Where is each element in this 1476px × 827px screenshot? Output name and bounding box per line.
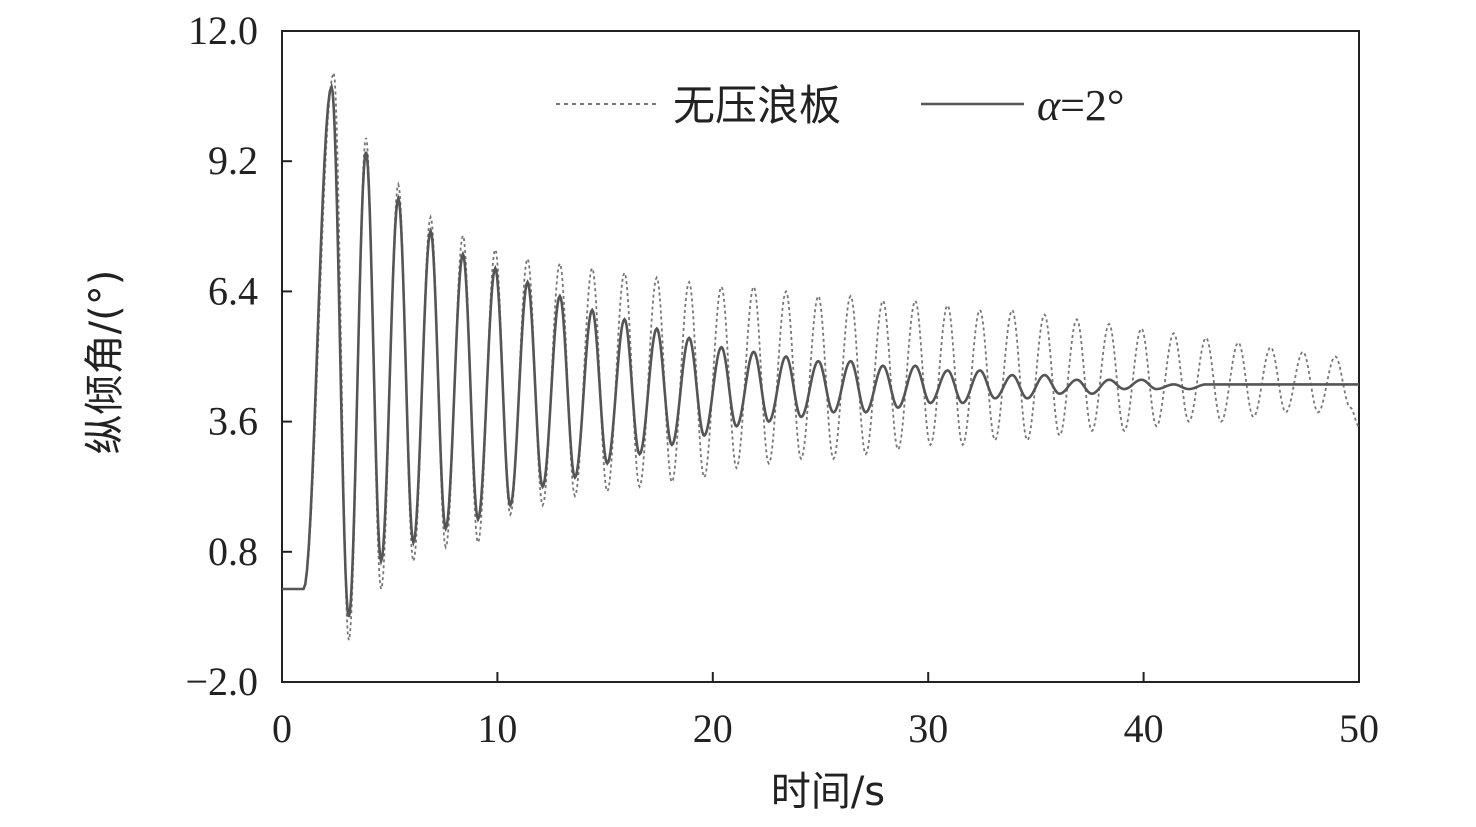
y-tick-label: −2.0 — [185, 659, 258, 704]
y-tick-label: 6.4 — [208, 268, 258, 313]
series-line-alpha-2 — [282, 82, 1359, 618]
x-tick-label: 20 — [693, 706, 733, 751]
y-tick-label: 12.0 — [188, 8, 258, 53]
y-tick-label: 3.6 — [208, 399, 258, 444]
y-axis-title: 纵倾角/(°) — [82, 270, 128, 455]
legend: 无压浪板 α=2° — [556, 81, 1125, 130]
legend-label-no-plate: 无压浪板 — [673, 81, 841, 130]
x-axis-title: 时间/s — [771, 769, 885, 815]
legend-alpha-value: =2° — [1060, 81, 1124, 130]
legend-alpha-symbol: α — [1037, 81, 1061, 130]
x-tick-label: 10 — [477, 706, 517, 751]
y-tick-label: 0.8 — [208, 529, 258, 574]
legend-label-alpha: α=2° — [1037, 81, 1125, 130]
x-tick-label: 40 — [1124, 706, 1164, 751]
x-tick-label: 50 — [1339, 706, 1379, 751]
x-tick-label: 0 — [272, 706, 292, 751]
x-tick-label: 30 — [908, 706, 948, 751]
y-tick-label: 9.2 — [208, 138, 258, 183]
axis-layer: 0 10 20 30 40 50 −2.0 0.8 3.6 6.4 9.2 12.0 — [185, 8, 1379, 751]
series-layer — [282, 69, 1360, 641]
series-line-no-plate — [282, 69, 1360, 641]
plot-frame — [281, 30, 1360, 683]
